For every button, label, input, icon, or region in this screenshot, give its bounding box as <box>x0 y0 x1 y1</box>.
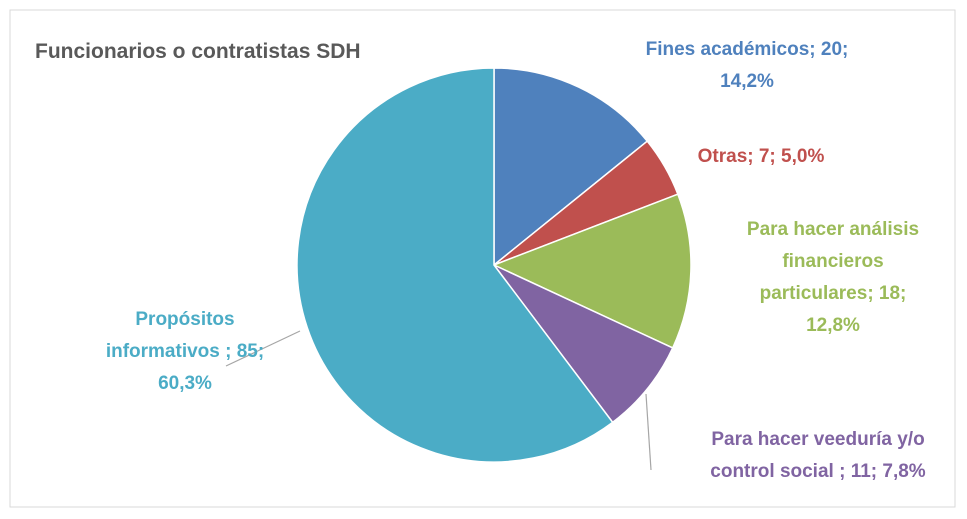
slices <box>296 67 692 463</box>
data-label: Para hacer análisis financieros particular… <box>747 219 919 336</box>
data-label: Fines académicos; 20; 14,2% <box>646 39 849 92</box>
pie-slice <box>493 264 674 424</box>
pie-slice <box>493 67 649 267</box>
data-label: Otras; 7; 5,0% <box>698 146 825 167</box>
leader-line <box>645 393 652 471</box>
data-label: Para hacer veeduría y/o control social ; … <box>710 429 926 482</box>
pie-slice <box>296 67 614 463</box>
leader-line <box>225 330 301 367</box>
data-label: Propósitos informativos ; 85; 60,3% <box>106 309 264 394</box>
pie-slice <box>492 193 692 349</box>
chart-title: Funcionarios o contratistas SDH <box>35 40 361 63</box>
